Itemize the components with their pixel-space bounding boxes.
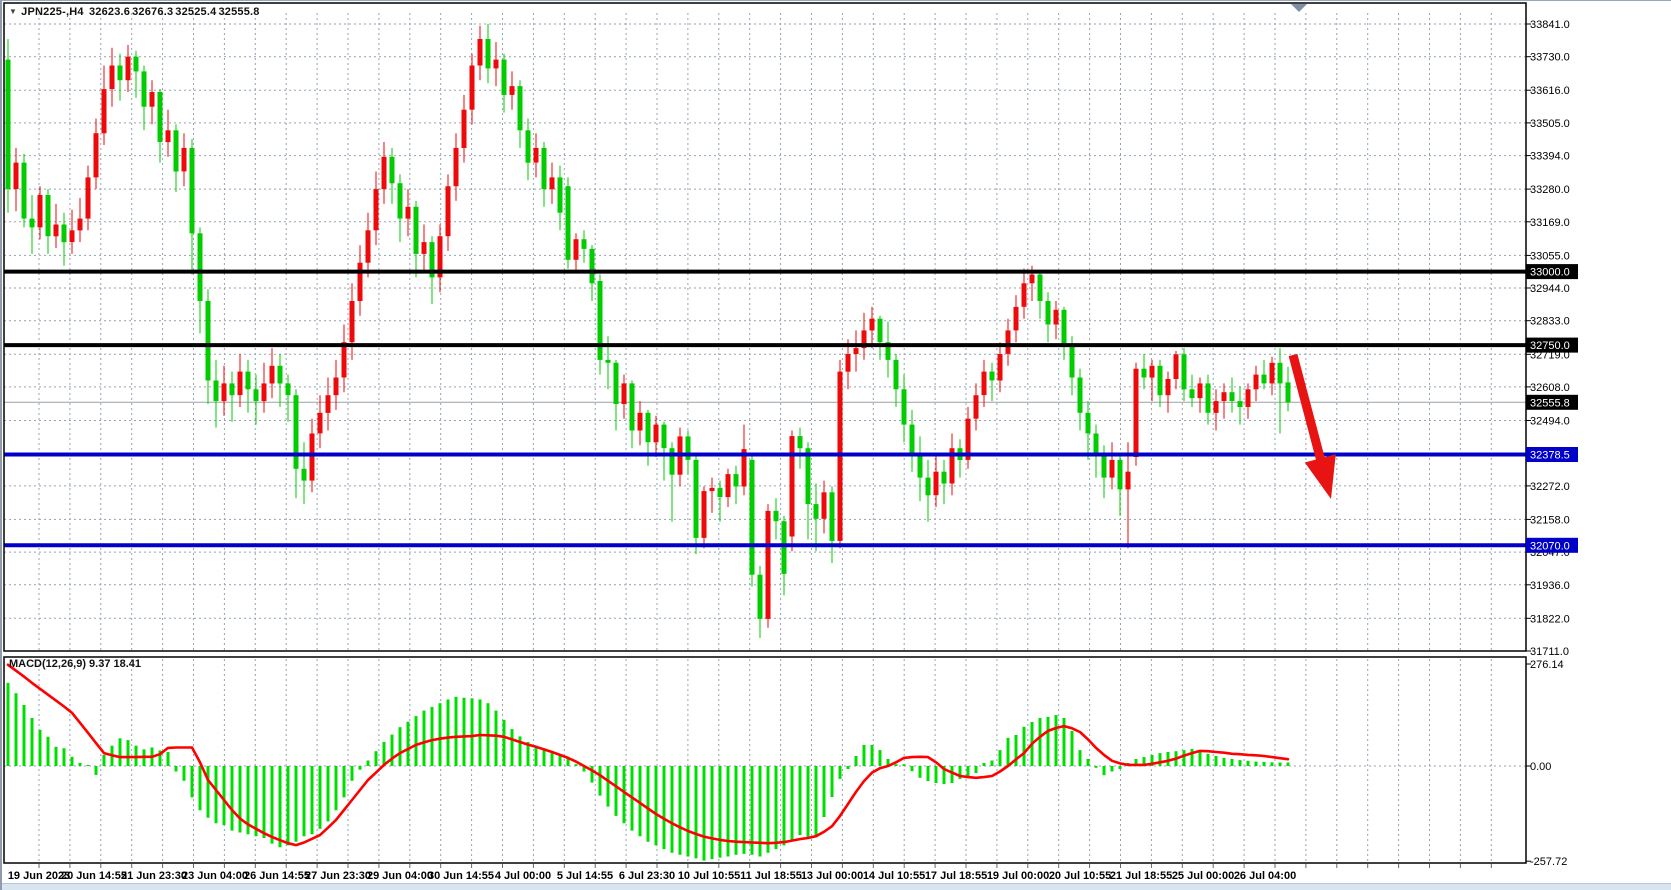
macd-main-value: 9.37 <box>89 658 111 670</box>
svg-text:6 Jul 23:30: 6 Jul 23:30 <box>619 870 675 882</box>
down-arrow-annotation[interactable] <box>1288 353 1336 499</box>
chart-title-bar: ▼ JPN225-,H4 32623.6 32676.3 32525.4 32555.8 <box>9 6 262 18</box>
macd-indicator-label: MACD(12,26,9) 9.37 18.41 <box>9 658 144 670</box>
macd-histogram <box>6 682 1290 861</box>
svg-text:31822.0: 31822.0 <box>1530 613 1570 625</box>
svg-text:33000.0: 33000.0 <box>1530 267 1570 279</box>
svg-text:27 Jun 23:30: 27 Jun 23:30 <box>305 870 371 882</box>
svg-text:11 Jul 18:55: 11 Jul 18:55 <box>740 870 802 882</box>
svg-text:32944.0: 32944.0 <box>1530 283 1570 295</box>
svg-text:5 Jul 14:55: 5 Jul 14:55 <box>557 870 613 882</box>
svg-text:32272.0: 32272.0 <box>1530 481 1570 493</box>
svg-text:23 Jun 04:00: 23 Jun 04:00 <box>182 870 248 882</box>
svg-text:17 Jul 18:55: 17 Jul 18:55 <box>925 870 987 882</box>
svg-text:33505.0: 33505.0 <box>1530 118 1570 130</box>
macd-signal-line <box>6 663 1290 847</box>
svg-text:21 Jun 23:30: 21 Jun 23:30 <box>121 870 187 882</box>
svg-text:31711.0: 31711.0 <box>1530 646 1569 658</box>
ohlc-open: 32623.6 <box>88 6 131 18</box>
svg-text:32750.0: 32750.0 <box>1530 340 1570 352</box>
svg-text:33280.0: 33280.0 <box>1530 184 1570 196</box>
svg-text:31936.0: 31936.0 <box>1530 580 1570 592</box>
svg-text:4 Jul 00:00: 4 Jul 00:00 <box>495 870 551 882</box>
chart-shift-marker-icon[interactable] <box>1291 4 1307 12</box>
svg-text:10 Jul 10:55: 10 Jul 10:55 <box>678 870 740 882</box>
macd-signal-value: 18.41 <box>113 658 141 670</box>
svg-text:32158.0: 32158.0 <box>1530 514 1570 526</box>
svg-text:26 Jun 14:55: 26 Jun 14:55 <box>244 870 310 882</box>
svg-text:32608.0: 32608.0 <box>1530 382 1570 394</box>
svg-text:32555.8: 32555.8 <box>1530 397 1570 409</box>
ohlc-close: 32555.8 <box>218 6 260 18</box>
ohlc-low: 32525.4 <box>175 6 217 18</box>
svg-text:33055.0: 33055.0 <box>1530 250 1570 262</box>
svg-text:14 Jul 10:55: 14 Jul 10:55 <box>863 870 925 882</box>
price-axis[interactable]: 33841.0 33730.0 33616.0 33505.0 33394.0 33280… <box>1526 19 1578 868</box>
symbol-dropdown-icon: ▼ <box>9 7 18 16</box>
svg-text:33730.0: 33730.0 <box>1530 52 1570 64</box>
macd-name: MACD(12,26,9) <box>9 658 87 670</box>
svg-text:20 Jun 14:55: 20 Jun 14:55 <box>61 870 127 882</box>
svg-text:33394.0: 33394.0 <box>1530 151 1570 163</box>
svg-text:0.00: 0.00 <box>1530 761 1551 773</box>
svg-text:33841.0: 33841.0 <box>1530 19 1570 31</box>
svg-text:33616.0: 33616.0 <box>1530 85 1570 97</box>
svg-text:19 Jun 2023: 19 Jun 2023 <box>8 870 70 882</box>
svg-text:30 Jun 14:55: 30 Jun 14:55 <box>428 870 494 882</box>
svg-text:32494.0: 32494.0 <box>1530 416 1570 428</box>
svg-text:19 Jul 00:00: 19 Jul 00:00 <box>987 870 1049 882</box>
svg-text:32378.5: 32378.5 <box>1530 450 1570 462</box>
svg-text:20 Jul 10:55: 20 Jul 10:55 <box>1049 870 1111 882</box>
svg-text:25 Jul 00:00: 25 Jul 00:00 <box>1172 870 1234 882</box>
symbol-period-label: JPN225-,H4 <box>21 6 84 18</box>
svg-text:32070.0: 32070.0 <box>1530 540 1570 552</box>
ohlc-high: 32676.3 <box>132 6 174 18</box>
window-bottom-strip <box>2 883 1671 890</box>
svg-text:276.14: 276.14 <box>1530 659 1564 671</box>
svg-text:29 Jun 04:00: 29 Jun 04:00 <box>367 870 433 882</box>
svg-text:33169.0: 33169.0 <box>1530 217 1570 229</box>
svg-text:13 Jul 00:00: 13 Jul 00:00 <box>801 870 863 882</box>
svg-text:21 Jul 18:55: 21 Jul 18:55 <box>1110 870 1172 882</box>
svg-text:-257.72: -257.72 <box>1530 856 1567 868</box>
svg-text:32833.0: 32833.0 <box>1530 316 1570 328</box>
svg-text:26 Jul 04:00: 26 Jul 04:00 <box>1234 870 1296 882</box>
